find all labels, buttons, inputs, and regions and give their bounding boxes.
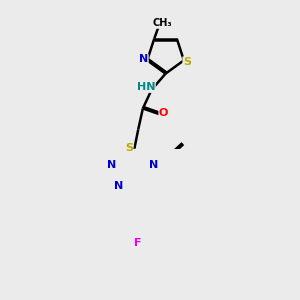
Text: O: O: [159, 108, 168, 118]
Text: N: N: [114, 181, 123, 191]
Text: N: N: [149, 160, 158, 170]
Text: N: N: [107, 160, 117, 170]
Text: HN: HN: [137, 82, 155, 92]
Text: CH₃: CH₃: [152, 18, 172, 28]
Text: N: N: [139, 54, 148, 64]
Text: S: S: [125, 143, 133, 153]
Text: S: S: [183, 57, 191, 67]
Text: F: F: [134, 238, 141, 248]
